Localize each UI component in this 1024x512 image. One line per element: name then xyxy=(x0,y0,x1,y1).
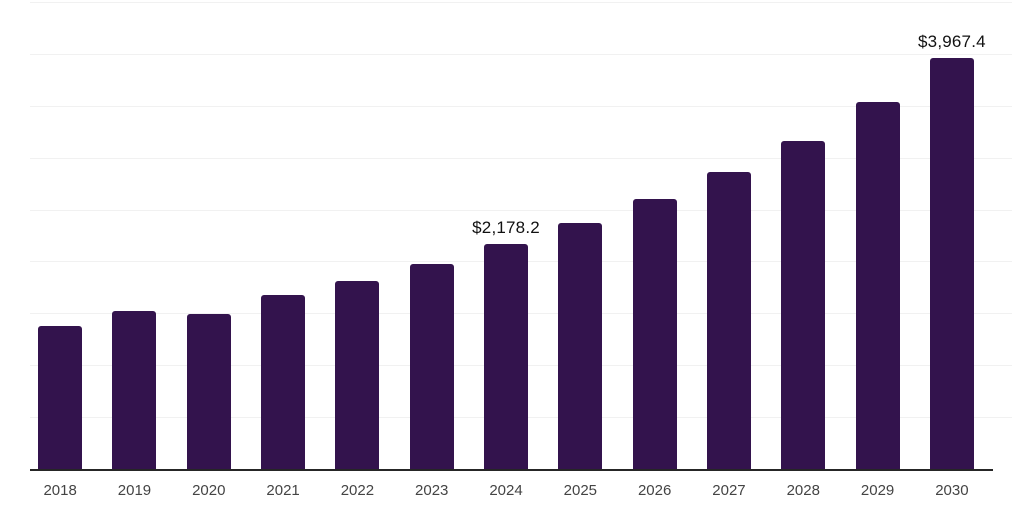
bar-slot-2023 xyxy=(395,3,469,470)
bar-slot-2022 xyxy=(320,3,394,470)
x-tick-label-2018: 2018 xyxy=(43,482,77,499)
bar-slot-2030: $3,967.4 xyxy=(915,3,989,470)
bar-2024[interactable] xyxy=(484,243,529,470)
x-tick-label-2024: 2024 xyxy=(489,482,523,499)
data-label-2024: $2,178.2 xyxy=(472,217,540,237)
bar-slot-2019 xyxy=(97,3,171,470)
bar-slot-2018 xyxy=(23,3,97,470)
x-tick-label-2025: 2025 xyxy=(563,482,598,499)
data-label-2030: $3,967.4 xyxy=(918,32,986,52)
x-axis-labels: 2018 2019 2020 2021 2022 2023 2024 2025 2026 2027… xyxy=(23,482,989,499)
x-tick-label-2027: 2027 xyxy=(712,482,746,499)
x-tick-label-2019: 2019 xyxy=(117,482,152,499)
bar-2027[interactable] xyxy=(706,172,751,470)
bar-slot-2025 xyxy=(543,3,617,470)
x-tick-label-2020: 2020 xyxy=(192,482,226,499)
gridline xyxy=(30,2,1012,3)
bar-slot-2029 xyxy=(840,3,914,470)
x-tick-label-2028: 2028 xyxy=(786,482,820,499)
gridline xyxy=(30,209,1012,211)
plot-area: $2,178.2 $3,967.4 xyxy=(30,2,1012,471)
x-tick-label-2021: 2021 xyxy=(266,482,300,499)
gridline xyxy=(30,53,1012,55)
bar-slot-2027 xyxy=(692,3,766,470)
bar-slot-2026 xyxy=(618,3,692,470)
x-tick-label-2023: 2023 xyxy=(415,482,449,499)
bar-2022[interactable] xyxy=(335,281,380,470)
bar-slot-2021 xyxy=(246,3,320,470)
x-axis-line xyxy=(30,469,993,471)
bar-2029[interactable] xyxy=(855,102,900,470)
bar-2026[interactable] xyxy=(632,199,677,470)
x-tick-label-2026: 2026 xyxy=(637,482,672,499)
bar-2028[interactable] xyxy=(781,141,826,470)
gridline xyxy=(30,105,1012,107)
bar-slot-2028 xyxy=(766,3,840,470)
bar-2018[interactable] xyxy=(38,325,83,470)
bar-2020[interactable] xyxy=(186,313,231,470)
bar-2025[interactable] xyxy=(558,223,603,470)
bar-2019[interactable] xyxy=(112,310,157,470)
bar-slot-2024: $2,178.2 xyxy=(469,3,543,470)
bar-2030[interactable] xyxy=(929,58,974,470)
x-tick-label-2030: 2030 xyxy=(935,482,969,499)
bar-2021[interactable] xyxy=(261,294,306,470)
bars-row: $2,178.2 $3,967.4 xyxy=(23,3,989,470)
bar-slot-2020 xyxy=(172,3,246,470)
x-tick-label-2022: 2022 xyxy=(340,482,375,499)
gridline xyxy=(30,157,1012,159)
x-tick-label-2029: 2029 xyxy=(860,482,895,499)
bar-2023[interactable] xyxy=(409,264,454,470)
